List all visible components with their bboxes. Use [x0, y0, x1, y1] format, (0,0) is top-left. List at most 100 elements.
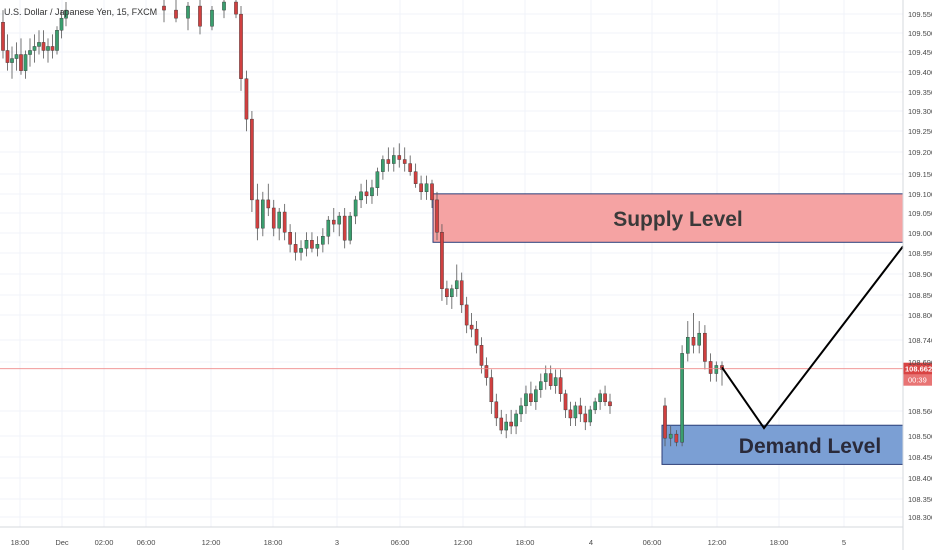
candle-body — [529, 393, 533, 403]
candle-body — [464, 304, 469, 326]
candle-body — [408, 163, 412, 172]
candle-body — [19, 54, 23, 71]
candle-body — [524, 393, 528, 407]
projection-path[interactable] — [721, 245, 904, 430]
candle-body — [370, 187, 374, 197]
candle-body — [703, 332, 707, 362]
chart-title: U.S. Dollar / Japanese Yen, 15, FXCM — [4, 7, 157, 17]
candle-body — [23, 54, 28, 71]
x-tick-label: 12:00 — [708, 538, 727, 547]
y-tick-label: 109.300 — [908, 107, 932, 116]
candle-body — [50, 46, 55, 51]
candle-body — [359, 191, 363, 201]
candle-body — [459, 280, 464, 306]
y-tick-label: 109.000 — [908, 229, 932, 238]
candle-body — [364, 191, 369, 197]
y-tick-label: 108.850 — [908, 291, 932, 300]
candle-body — [430, 183, 434, 201]
candle-body — [469, 324, 474, 330]
candle-body — [686, 336, 690, 354]
y-tick-label: 108.450 — [908, 453, 932, 462]
candle-body — [680, 353, 684, 443]
demand-zone-label: Demand Level — [739, 435, 881, 458]
candle-body — [310, 240, 314, 249]
candle-body — [198, 5, 202, 27]
candle-body — [315, 244, 320, 249]
candle-body — [454, 280, 459, 289]
candle-body — [413, 171, 418, 184]
candle-body — [342, 215, 347, 241]
y-tick-label: 109.250 — [908, 127, 932, 136]
candle-body — [543, 373, 548, 382]
zones: Supply Level Demand Level — [432, 193, 904, 465]
y-tick-label: 108.900 — [908, 270, 932, 279]
candle-body — [553, 377, 558, 386]
candle-body — [381, 159, 385, 172]
x-tick-label: 02:00 — [95, 538, 114, 547]
candle-body — [573, 405, 578, 419]
candle-body — [41, 42, 46, 51]
y-tick-label: 109.150 — [908, 170, 932, 179]
y-tick-label: 108.500 — [908, 432, 932, 441]
candle-body — [282, 211, 287, 233]
y-tick-label: 109.400 — [908, 68, 932, 77]
supply-zone-label: Supply Level — [613, 208, 743, 231]
y-tick-label: 108.950 — [908, 249, 932, 258]
supply-zone[interactable] — [432, 193, 904, 243]
candle-body — [375, 171, 380, 188]
y-tick-label: 109.100 — [908, 190, 932, 199]
y-tick-label: 108.300 — [908, 513, 932, 522]
candle-body — [539, 381, 543, 390]
x-tick-label: 06:00 — [137, 538, 156, 547]
demand-zone[interactable] — [661, 424, 904, 465]
candle-body — [708, 361, 713, 374]
candle-body — [674, 433, 679, 443]
candle-body — [64, 9, 68, 19]
x-tick-label: 06:00 — [391, 538, 410, 547]
candle-body — [697, 332, 701, 346]
candle-body — [450, 288, 454, 298]
candle-body — [46, 46, 50, 51]
y-tick-label: 109.350 — [908, 88, 932, 97]
candle-body — [277, 211, 282, 229]
candle-body — [504, 421, 509, 431]
candle-body — [691, 336, 696, 346]
candle-body — [304, 240, 309, 249]
candle-body — [293, 244, 298, 253]
price-label: 108.662 — [905, 365, 932, 374]
x-tick-label: 06:00 — [643, 538, 662, 547]
candle-body — [348, 215, 352, 241]
candle-body — [321, 236, 325, 245]
candle-body — [244, 78, 249, 120]
candle-body — [479, 345, 484, 366]
x-tick-label: 5 — [842, 538, 846, 547]
candle-body — [568, 409, 573, 419]
candle-body — [484, 365, 489, 378]
candle-body — [578, 405, 583, 415]
candle-body — [608, 401, 612, 407]
candle-body — [445, 288, 449, 298]
candle-body — [489, 377, 494, 403]
candle-body — [402, 159, 407, 164]
y-tick-label: 109.200 — [908, 148, 932, 157]
candle-body — [326, 219, 331, 237]
price-label-box — [903, 362, 932, 375]
candle-body — [353, 199, 358, 217]
x-tick-label: 18:00 — [770, 538, 789, 547]
candle-body — [588, 409, 593, 423]
candle-body — [386, 159, 391, 164]
candle-body — [28, 50, 32, 55]
candle-body — [299, 248, 303, 253]
x-tick-label: 12:00 — [202, 538, 221, 547]
candle-body — [714, 365, 719, 374]
candle-body — [271, 207, 276, 229]
candle-body — [519, 405, 523, 415]
candle-body — [397, 155, 402, 160]
candle-body — [440, 232, 444, 289]
candle-body — [563, 393, 568, 411]
candle-body — [593, 401, 597, 411]
